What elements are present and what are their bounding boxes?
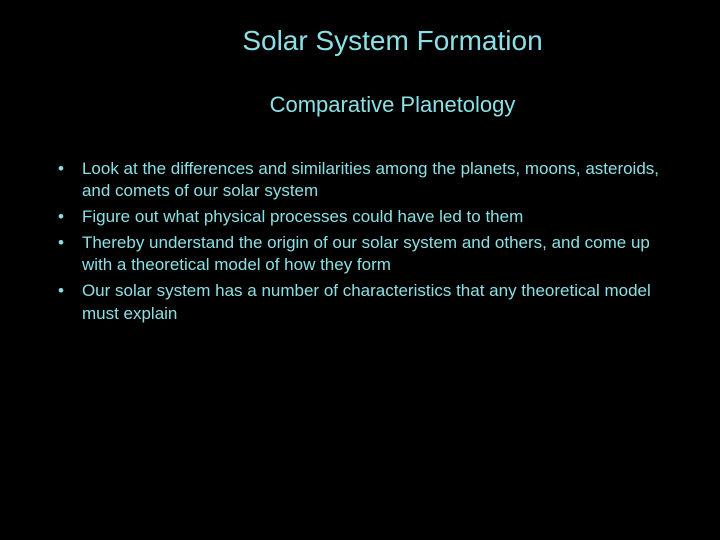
list-item: • Look at the differences and similariti… — [50, 158, 680, 202]
bullet-text: Thereby understand the origin of our sol… — [82, 232, 680, 276]
list-item: • Our solar system has a number of chara… — [50, 280, 680, 324]
slide-container: Solar System Formation Comparative Plane… — [0, 0, 720, 540]
bullet-marker-icon: • — [58, 280, 64, 302]
list-item: • Thereby understand the origin of our s… — [50, 232, 680, 276]
bullet-marker-icon: • — [58, 158, 64, 180]
bullet-text: Look at the differences and similarities… — [82, 158, 680, 202]
bullet-marker-icon: • — [58, 206, 64, 228]
bullet-text: Our solar system has a number of charact… — [82, 280, 680, 324]
bullet-list: • Look at the differences and similariti… — [40, 158, 680, 325]
bullet-text: Figure out what physical processes could… — [82, 206, 680, 228]
list-item: • Figure out what physical processes cou… — [50, 206, 680, 228]
slide-subtitle: Comparative Planetology — [105, 92, 680, 118]
slide-title: Solar System Formation — [105, 25, 680, 57]
bullet-marker-icon: • — [58, 232, 64, 254]
